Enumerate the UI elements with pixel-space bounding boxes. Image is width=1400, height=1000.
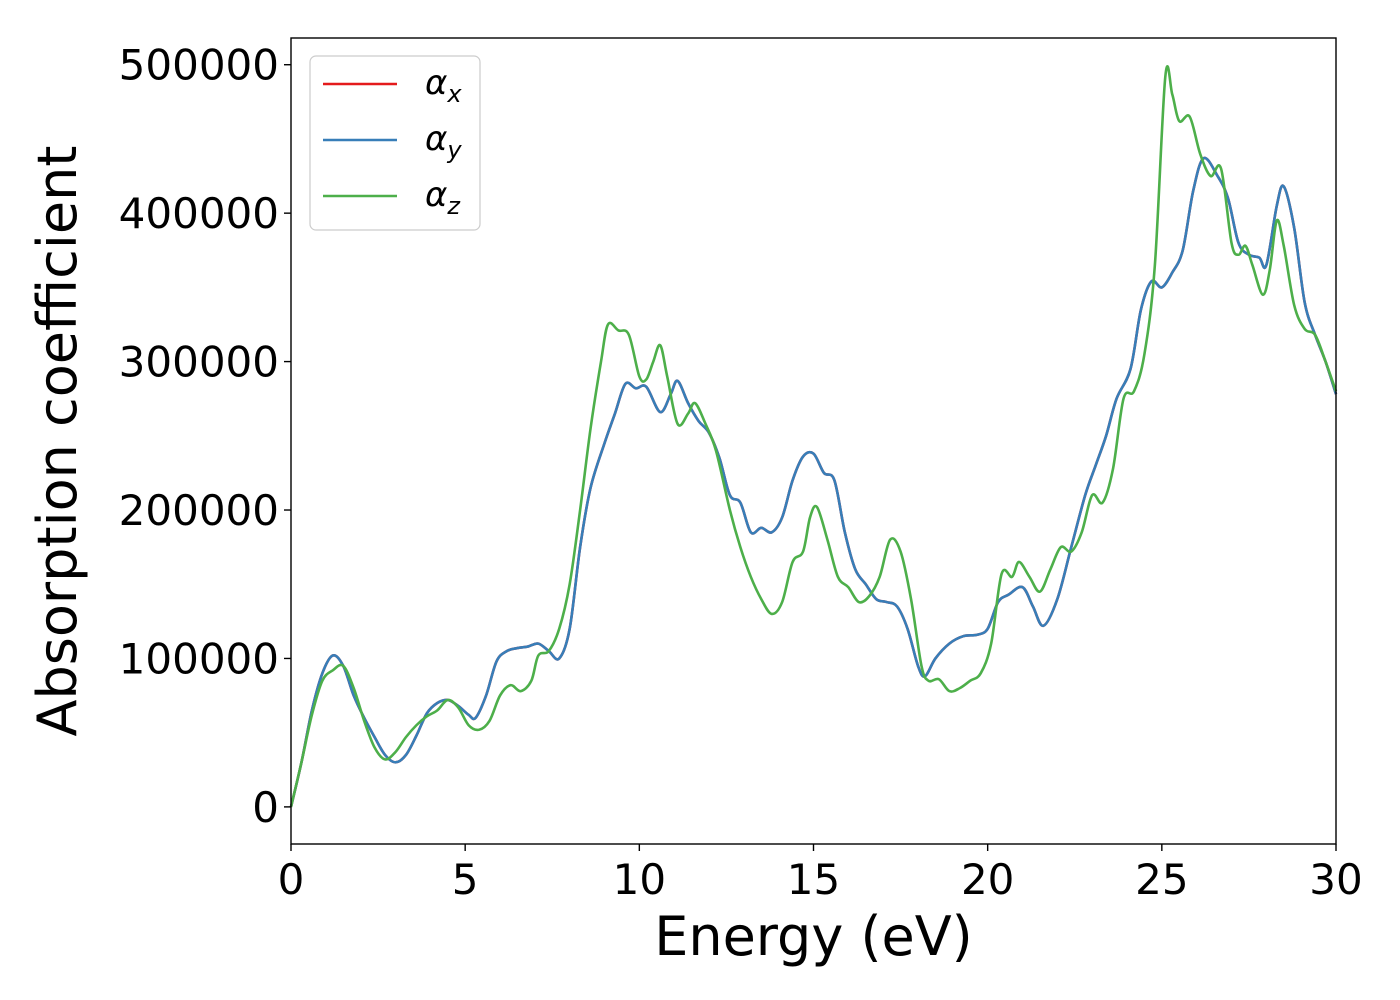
x-tick-label: 25 <box>1135 855 1188 904</box>
x-tick-label: 10 <box>613 855 666 904</box>
x-tick-label: 0 <box>278 855 305 904</box>
x-tick-label: 5 <box>452 855 479 904</box>
y-axis-ticks: 0 100000 200000 300000 400000 500000 <box>119 41 291 832</box>
legend: αx αy αz <box>309 55 481 231</box>
x-axis-title: Energy (eV) <box>654 905 973 968</box>
x-tick-label: 30 <box>1309 855 1362 904</box>
series-line-α-z <box>289 65 1338 808</box>
y-tick-label: 200000 <box>119 486 279 535</box>
y-tick-label: 400000 <box>119 189 279 238</box>
legend-box <box>309 55 481 231</box>
legend-label: αx <box>425 63 462 108</box>
x-axis-ticks: 0 5 10 15 20 25 30 <box>278 844 1363 904</box>
series-line-α-y <box>289 156 1338 808</box>
x-tick-label: 15 <box>787 855 840 904</box>
y-tick-label: 300000 <box>119 338 279 387</box>
legend-label: αz <box>425 175 461 220</box>
x-tick-label: 20 <box>961 855 1014 904</box>
series-layer <box>289 65 1338 808</box>
y-axis-title: Absorption coefficient <box>26 146 89 737</box>
legend-label: αy <box>425 119 462 164</box>
y-tick-label: 500000 <box>119 41 279 90</box>
y-tick-label: 0 <box>252 783 279 832</box>
y-tick-label: 100000 <box>119 634 279 683</box>
